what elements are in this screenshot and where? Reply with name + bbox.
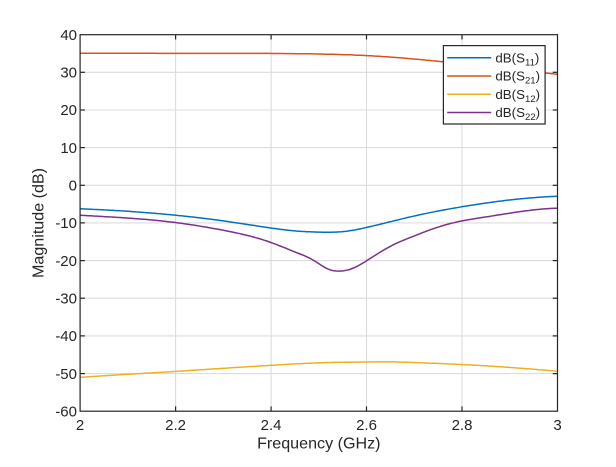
svg-text:3: 3	[553, 417, 561, 434]
svg-text:2: 2	[76, 417, 84, 434]
svg-text:0: 0	[69, 178, 77, 195]
svg-text:2.6: 2.6	[356, 417, 377, 434]
svg-text:-50: -50	[55, 366, 77, 383]
svg-text:2.4: 2.4	[261, 417, 282, 434]
svg-text:30: 30	[60, 65, 77, 82]
svg-text:Magnitude (dB): Magnitude (dB)	[30, 168, 48, 278]
svg-text:20: 20	[60, 102, 77, 119]
svg-text:Frequency (GHz): Frequency (GHz)	[257, 435, 380, 453]
svg-text:2.2: 2.2	[165, 417, 186, 434]
svg-text:-20: -20	[55, 253, 77, 270]
svg-text:40: 40	[60, 27, 77, 44]
svg-text:2.8: 2.8	[452, 417, 473, 434]
svg-text:-10: -10	[55, 215, 77, 232]
svg-text:-60: -60	[55, 403, 77, 420]
svg-text:10: 10	[60, 140, 77, 157]
svg-text:-30: -30	[55, 290, 77, 307]
svg-text:-40: -40	[55, 328, 77, 345]
